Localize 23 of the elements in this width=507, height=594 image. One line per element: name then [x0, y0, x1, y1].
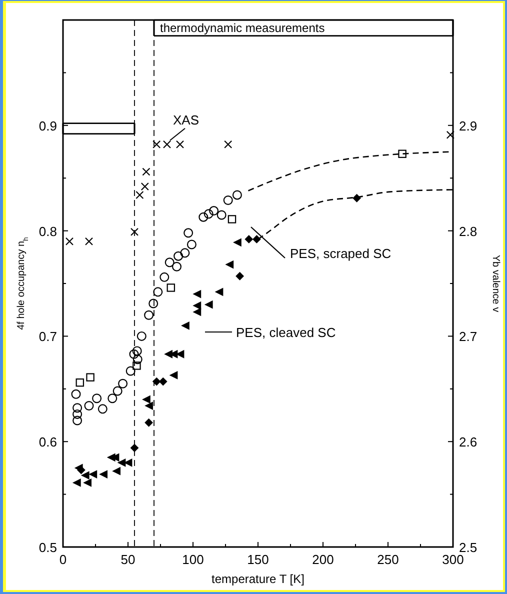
- y-tick-label: 0.5: [38, 540, 57, 555]
- x-tick-label: 300: [442, 552, 464, 567]
- annotation: XAS: [173, 112, 200, 128]
- x-tick-label: 150: [247, 552, 269, 567]
- y2-tick-label: 2.5: [459, 540, 478, 555]
- y-tick-label: 0.7: [38, 329, 57, 344]
- y2-tick-label: 2.8: [459, 224, 478, 239]
- y2-tick-label: 2.9: [459, 118, 478, 134]
- y2-tick-label: 2.7: [459, 329, 478, 344]
- x-tick-label: 50: [120, 552, 136, 567]
- y-tick-label: 0.9: [38, 118, 57, 134]
- x-tick-label: 100: [182, 552, 204, 567]
- x-axis-title: temperature T [K]: [212, 572, 304, 586]
- annotation: thermodynamic measurements: [160, 21, 325, 35]
- x-tick-label: 200: [312, 552, 334, 567]
- annotation: PES, scraped SC: [290, 246, 392, 261]
- annotation: PES, cleaved SC: [236, 325, 336, 340]
- y-tick-label: 0.6: [38, 434, 57, 450]
- y2-tick-label: 2.6: [459, 434, 478, 450]
- x-tick-label: 250: [377, 552, 399, 567]
- y-tick-label: 0.8: [38, 224, 57, 239]
- x-tick-label: 0: [59, 552, 67, 567]
- y2-axis-title: Yb valence v: [490, 254, 501, 312]
